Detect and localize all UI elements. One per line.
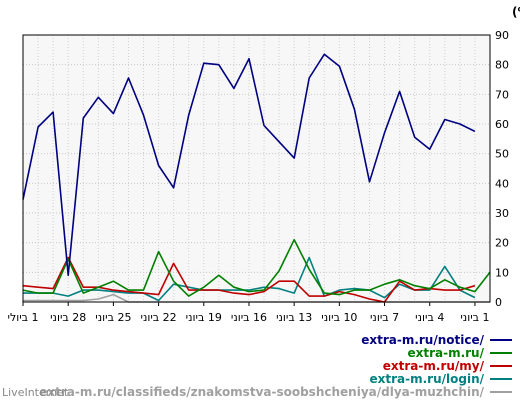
x-tick-label: 25 ביוני [95,311,131,324]
series-line [22,238,491,297]
legend-swatch [490,377,512,380]
x-tick-label: 22 ביוני [140,311,176,324]
x-tick-label: 1 ביולי [7,311,38,324]
legend-swatch [490,338,512,341]
y-tick-label: 30 [495,207,509,220]
y-tick-label: 80 [495,59,509,72]
x-tick-label: 13 ביוני [276,311,312,324]
y-tick-label: 60 [495,118,509,131]
y-axis-label: חלק (%) [512,5,520,19]
plot-area [23,35,490,302]
y-tick-label: 40 [495,177,509,190]
series-line [23,256,476,302]
x-tick-label: 1 ביוני [460,311,489,324]
x-tick-label: 28 ביוני [50,311,86,324]
brand-logo-text: LiveInternet [2,386,69,399]
legend-label: extra-m.ru/notice/ [361,332,484,347]
y-tick-label: 0 [495,296,502,309]
legend-item: extra-m.ru/ [12,345,512,360]
line-chart: חלק (%) 0 10 20 30 40 50 60 70 80 90 1 ביולי 28 בי… [7,5,520,324]
y-tick-label: 50 [495,148,509,161]
legend-swatch [490,390,512,393]
x-tick-label: 16 ביוני [231,311,267,324]
legend-label: extra-m.ru/classifieds/znakomstva-soobsh… [39,384,484,399]
series-line [22,53,476,277]
legend-label: extra-m.ru/my/ [382,358,484,373]
legend-label: extra-m.ru/ [407,345,484,360]
y-tick-label: 20 [495,237,509,250]
legend-item: extra-m.ru/login/ [12,371,512,386]
legend-item: extra-m.ru/my/ [12,358,512,373]
x-tick-label: 10 ביוני [321,311,357,324]
x-tick-label: 4 ביוני [415,311,444,324]
legend-label: extra-m.ru/login/ [369,371,484,386]
legend-swatch [490,351,512,354]
legend-item: extra-m.ru/classifieds/znakomstva-soobsh… [12,384,512,399]
chart-legend: extra-m.ru/notice/extra-m.ru/extra-m.ru/… [12,332,512,399]
y-tick-label: 90 [495,29,509,42]
plot-frame [22,34,491,303]
y-tick-label: 10 [495,266,509,279]
legend-swatch [490,364,512,367]
x-tick-label: 7 ביוני [370,311,399,324]
legend-item: extra-m.ru/notice/ [12,332,512,347]
y-tick-label: 70 [495,88,509,101]
x-tick-label: 19 ביוני [186,311,222,324]
